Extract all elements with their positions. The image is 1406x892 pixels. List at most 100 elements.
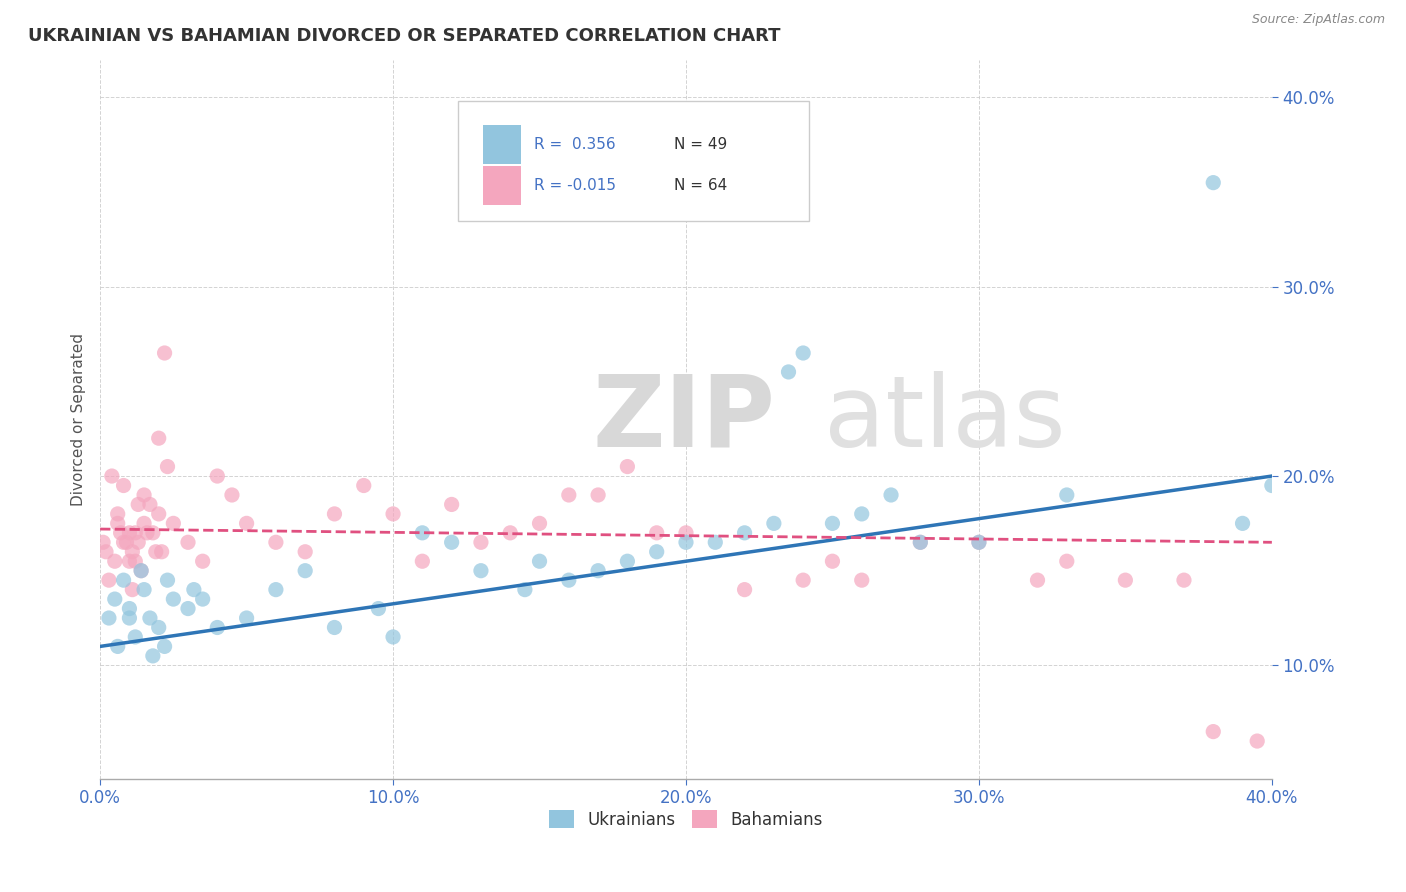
Point [675, 525, 697, 540]
Point [734, 525, 756, 540]
Point [529, 516, 551, 531]
Point [558, 488, 581, 502]
Point [821, 516, 844, 531]
Point [183, 582, 205, 597]
Point [1056, 488, 1078, 502]
Point [121, 545, 143, 559]
Point [880, 488, 903, 502]
Point [91, 535, 114, 549]
Legend: Ukrainians, Bahamians: Ukrainians, Bahamians [543, 804, 830, 835]
Point [132, 582, 155, 597]
Point [910, 535, 932, 549]
Point [145, 545, 167, 559]
Bar [484, 166, 520, 205]
Point [353, 478, 375, 492]
Point [910, 535, 932, 549]
Point [132, 488, 155, 502]
Point [156, 459, 179, 474]
Text: atlas: atlas [824, 371, 1066, 467]
Point [177, 601, 200, 615]
Point [124, 630, 146, 644]
Point [112, 535, 135, 549]
Point [1056, 554, 1078, 568]
Y-axis label: Divorced or Separated: Divorced or Separated [72, 333, 86, 506]
Point [586, 564, 609, 578]
Point [139, 498, 162, 512]
Point [1173, 573, 1195, 587]
Point [762, 516, 785, 531]
Point [235, 611, 257, 625]
Point [851, 573, 873, 587]
Point [148, 431, 170, 445]
Point [207, 620, 229, 634]
Point [153, 346, 176, 360]
Point [645, 525, 668, 540]
Point [851, 507, 873, 521]
Point [112, 478, 135, 492]
Point [440, 498, 463, 512]
Point [264, 582, 287, 597]
Point [382, 630, 405, 644]
Point [513, 582, 536, 597]
Point [97, 611, 120, 625]
Point [162, 516, 184, 531]
Point [235, 516, 257, 531]
Point [118, 525, 141, 540]
Point [264, 535, 287, 549]
Point [148, 507, 170, 521]
Point [221, 488, 243, 502]
FancyBboxPatch shape [457, 101, 808, 221]
Point [411, 554, 433, 568]
Point [107, 516, 129, 531]
Text: N = 64: N = 64 [675, 178, 727, 193]
Point [734, 582, 756, 597]
Point [792, 573, 814, 587]
Point [150, 545, 173, 559]
Point [1232, 516, 1254, 531]
Point [118, 601, 141, 615]
Point [529, 554, 551, 568]
Text: N = 49: N = 49 [675, 137, 727, 152]
Point [675, 535, 697, 549]
Point [177, 535, 200, 549]
Point [323, 620, 346, 634]
Point [191, 592, 214, 607]
Point [470, 535, 492, 549]
Point [107, 640, 129, 654]
Point [1261, 478, 1284, 492]
Point [470, 564, 492, 578]
Point [107, 507, 129, 521]
Point [207, 469, 229, 483]
Point [115, 535, 138, 549]
Point [153, 640, 176, 654]
Point [156, 573, 179, 587]
Text: R =  0.356: R = 0.356 [534, 137, 616, 152]
Point [616, 459, 638, 474]
Point [124, 525, 146, 540]
Point [129, 564, 152, 578]
Point [411, 525, 433, 540]
Point [1202, 176, 1225, 190]
Point [136, 525, 159, 540]
Point [142, 525, 165, 540]
Point [586, 488, 609, 502]
Text: R = -0.015: R = -0.015 [534, 178, 616, 193]
Point [645, 545, 668, 559]
Point [104, 592, 127, 607]
Point [704, 535, 727, 549]
Point [124, 554, 146, 568]
Point [97, 573, 120, 587]
Point [778, 365, 800, 379]
Point [440, 535, 463, 549]
Point [616, 554, 638, 568]
Point [967, 535, 990, 549]
Point [94, 545, 117, 559]
Point [191, 554, 214, 568]
Point [104, 554, 127, 568]
Text: Source: ZipAtlas.com: Source: ZipAtlas.com [1251, 13, 1385, 27]
Point [367, 601, 389, 615]
Text: UKRAINIAN VS BAHAMIAN DIVORCED OR SEPARATED CORRELATION CHART: UKRAINIAN VS BAHAMIAN DIVORCED OR SEPARA… [28, 27, 780, 45]
Point [1026, 573, 1049, 587]
Point [1114, 573, 1136, 587]
Point [294, 545, 316, 559]
